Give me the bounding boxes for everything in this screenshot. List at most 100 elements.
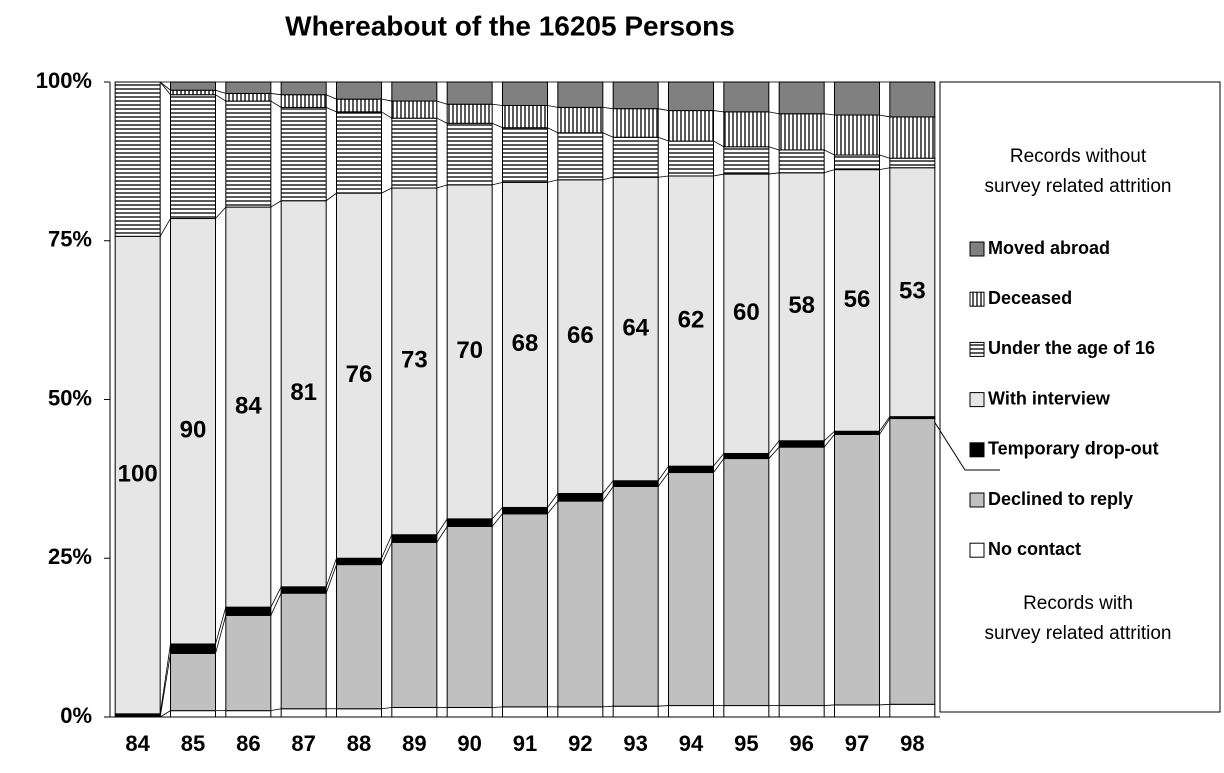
bar-segment (391, 117, 438, 189)
bar-label: 81 (290, 379, 317, 406)
bar-segment (889, 418, 936, 705)
series-line (492, 181, 503, 186)
bar-segment (668, 110, 714, 142)
bar-segment (225, 92, 272, 102)
legend-label: No contact (988, 539, 1081, 559)
bar-segment (668, 465, 714, 474)
legend-box (939, 81, 1221, 713)
bar-segment (557, 106, 604, 134)
series-line (879, 418, 891, 435)
series-line (879, 167, 890, 171)
legend-label: Under the age of 16 (988, 338, 1155, 358)
series-line (768, 440, 780, 454)
bar-segment (778, 81, 825, 115)
bar-segment (170, 94, 216, 220)
bar-segment (889, 703, 936, 718)
bar-segment (668, 472, 714, 707)
legend-label: Deceased (988, 288, 1072, 308)
legend-label: Moved abroad (988, 238, 1110, 258)
bar-segment (225, 100, 272, 208)
series-line (602, 480, 614, 494)
series-line (381, 187, 393, 194)
bar-segment (502, 127, 548, 183)
series-line (270, 100, 282, 108)
series-line (713, 140, 725, 148)
series-line (492, 103, 503, 106)
series-line (215, 94, 227, 102)
bar-label: 64 (622, 314, 649, 341)
series-line (381, 542, 393, 565)
series-line (658, 705, 669, 707)
y-tick-label: 75% (48, 227, 92, 252)
bar-label: 76 (346, 361, 373, 388)
series-line (491, 507, 503, 520)
bar-segment (336, 708, 382, 718)
x-tick-label: 98 (900, 731, 924, 756)
bar-segment (723, 452, 770, 460)
bar-segment (225, 206, 272, 608)
bar-segment (280, 106, 327, 202)
bar-segment (391, 706, 438, 718)
series-line (879, 154, 890, 159)
bar-segment (557, 179, 604, 494)
legend-label: Temporary drop-out (988, 439, 1159, 459)
series-line (602, 132, 614, 138)
bar-segment (280, 81, 327, 96)
series-line (823, 149, 835, 156)
series-line (492, 706, 503, 708)
bar-segment (446, 81, 493, 105)
series-line (823, 434, 835, 448)
series-line (436, 184, 448, 189)
bar-label: 60 (733, 299, 760, 326)
bar-segment (889, 167, 936, 418)
series-line (159, 643, 171, 714)
bar-label: 56 (844, 286, 871, 313)
bar-segment (778, 705, 825, 718)
series-line (713, 453, 725, 467)
bar-segment (612, 176, 659, 482)
series-line (381, 111, 393, 119)
bar-segment (280, 708, 327, 718)
series-line (823, 430, 835, 442)
bar-segment (889, 116, 936, 159)
series-line (602, 486, 614, 502)
series-line (824, 704, 835, 706)
legend-connector (931, 417, 1000, 471)
x-tick-label: 93 (623, 731, 647, 756)
bar-segment (723, 705, 770, 718)
bar-segment (778, 440, 825, 448)
bar-segment (612, 485, 659, 707)
bar-segment (336, 192, 382, 559)
y-tick-label: 100% (36, 68, 92, 93)
bar-segment (834, 704, 880, 718)
y-tick-label: 25% (48, 544, 92, 569)
x-tick-label: 84 (125, 731, 150, 756)
series-line (159, 710, 171, 718)
bar-segment (778, 149, 825, 174)
bar-segment (114, 81, 161, 237)
x-tick-label: 90 (457, 731, 481, 756)
bar-label: 58 (788, 292, 815, 319)
series-line (657, 465, 669, 482)
series-line (381, 707, 392, 710)
legend-note: survey related attrition (985, 176, 1172, 197)
bar-segment (446, 706, 493, 718)
bar-segment (336, 557, 382, 566)
bar-segment (446, 518, 493, 528)
series-line (713, 173, 724, 177)
bar-label: 68 (512, 330, 539, 357)
series-line (436, 117, 448, 124)
series-line (658, 108, 669, 111)
x-tick-label: 95 (734, 731, 758, 756)
bar-label: 62 (678, 306, 705, 333)
series-line (436, 526, 448, 543)
series-line (768, 146, 780, 151)
x-tick-label: 89 (402, 731, 426, 756)
series-line (602, 107, 614, 110)
legend-label: Declined to reply (988, 489, 1133, 509)
series-line (768, 172, 780, 175)
series-line (602, 705, 614, 708)
bar-segment (834, 169, 880, 432)
